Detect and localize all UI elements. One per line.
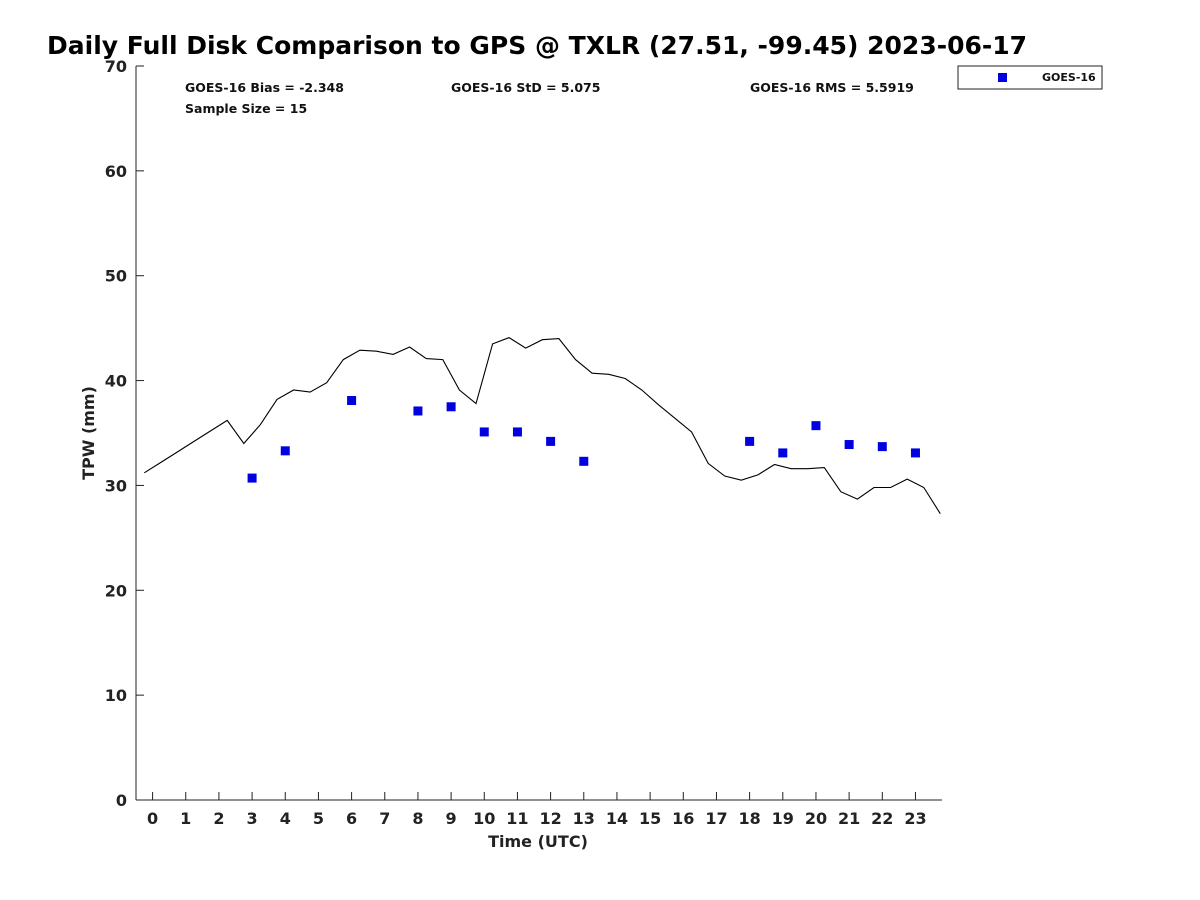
goes-16-point-23: [910, 448, 920, 458]
goes-16-points: [247, 395, 920, 483]
x-tick-label-12: 12: [539, 809, 561, 828]
legend-label-goes-16: GOES-16: [1042, 71, 1096, 84]
sample-size-stat: Sample Size = 15: [185, 101, 307, 116]
goes-16-point-22: [877, 442, 887, 452]
goes-16-point-12: [546, 436, 556, 446]
goes-16-point-3: [247, 473, 257, 483]
x-ticks: 0 1 2 3 4 5 6 7 8 9 10 11 12 13 14 15 16 17 18 19 20 21 22 23: [147, 792, 927, 828]
goes-16-point-10: [479, 427, 489, 437]
legend-marker-goes-16: [998, 73, 1007, 82]
goes-16-point-11: [512, 427, 522, 437]
gps-line-series: [144, 336, 941, 514]
y-tick-label-50: 50: [105, 267, 127, 286]
x-tick-label-4: 4: [280, 809, 291, 828]
y-tick-label-20: 20: [105, 581, 127, 600]
x-tick-label-16: 16: [672, 809, 694, 828]
goes-16-point-19: [778, 448, 788, 458]
legend-box: [957, 65, 1103, 90]
y-tick-label-0: 0: [116, 791, 127, 810]
gps-line: [144, 336, 941, 514]
goes-16-point-18: [745, 436, 755, 446]
goes-16-point-13: [579, 456, 589, 466]
goes-16-point-9: [446, 402, 456, 412]
x-tick-label-0: 0: [147, 809, 158, 828]
y-ticks: 0 10 20 30 40 50 60 70: [105, 57, 144, 810]
x-tick-label-22: 22: [871, 809, 893, 828]
legend: GOES-16: [957, 65, 1103, 90]
x-tick-label-21: 21: [838, 809, 860, 828]
x-tick-label-20: 20: [805, 809, 827, 828]
goes-16-point-20: [811, 421, 821, 431]
axes: [135, 66, 942, 801]
rms-stat: GOES-16 RMS = 5.5919: [750, 80, 914, 95]
x-tick-label-15: 15: [639, 809, 661, 828]
x-tick-label-18: 18: [738, 809, 760, 828]
x-tick-label-6: 6: [346, 809, 357, 828]
x-tick-label-19: 19: [772, 809, 794, 828]
x-tick-label-8: 8: [412, 809, 423, 828]
x-tick-label-7: 7: [379, 809, 390, 828]
x-tick-label-10: 10: [473, 809, 495, 828]
x-tick-label-1: 1: [180, 809, 191, 828]
chart-title: Daily Full Disk Comparison to GPS @ TXLR…: [47, 31, 1027, 60]
goes-16-point-6: [347, 395, 357, 405]
x-tick-label-23: 23: [904, 809, 926, 828]
x-tick-label-11: 11: [506, 809, 528, 828]
y-tick-label-10: 10: [105, 686, 127, 705]
goes-16-point-8: [413, 406, 423, 416]
y-tick-label-30: 30: [105, 476, 127, 495]
x-tick-label-17: 17: [705, 809, 727, 828]
y-tick-label-40: 40: [105, 372, 127, 391]
x-tick-label-3: 3: [247, 809, 258, 828]
goes-16-point-21: [844, 440, 854, 450]
y-tick-label-60: 60: [105, 162, 127, 181]
x-tick-label-2: 2: [213, 809, 224, 828]
std-stat: GOES-16 StD = 5.075: [451, 80, 600, 95]
x-tick-label-9: 9: [446, 809, 457, 828]
x-axis-label: Time (UTC): [488, 832, 588, 851]
x-tick-label-5: 5: [313, 809, 324, 828]
y-tick-label-70: 70: [105, 57, 127, 76]
goes-16-point-4: [280, 446, 290, 456]
x-tick-label-14: 14: [606, 809, 628, 828]
x-tick-label-13: 13: [573, 809, 595, 828]
y-axis-label: TPW (mm): [79, 386, 98, 480]
bias-stat: GOES-16 Bias = -2.348: [185, 80, 344, 95]
